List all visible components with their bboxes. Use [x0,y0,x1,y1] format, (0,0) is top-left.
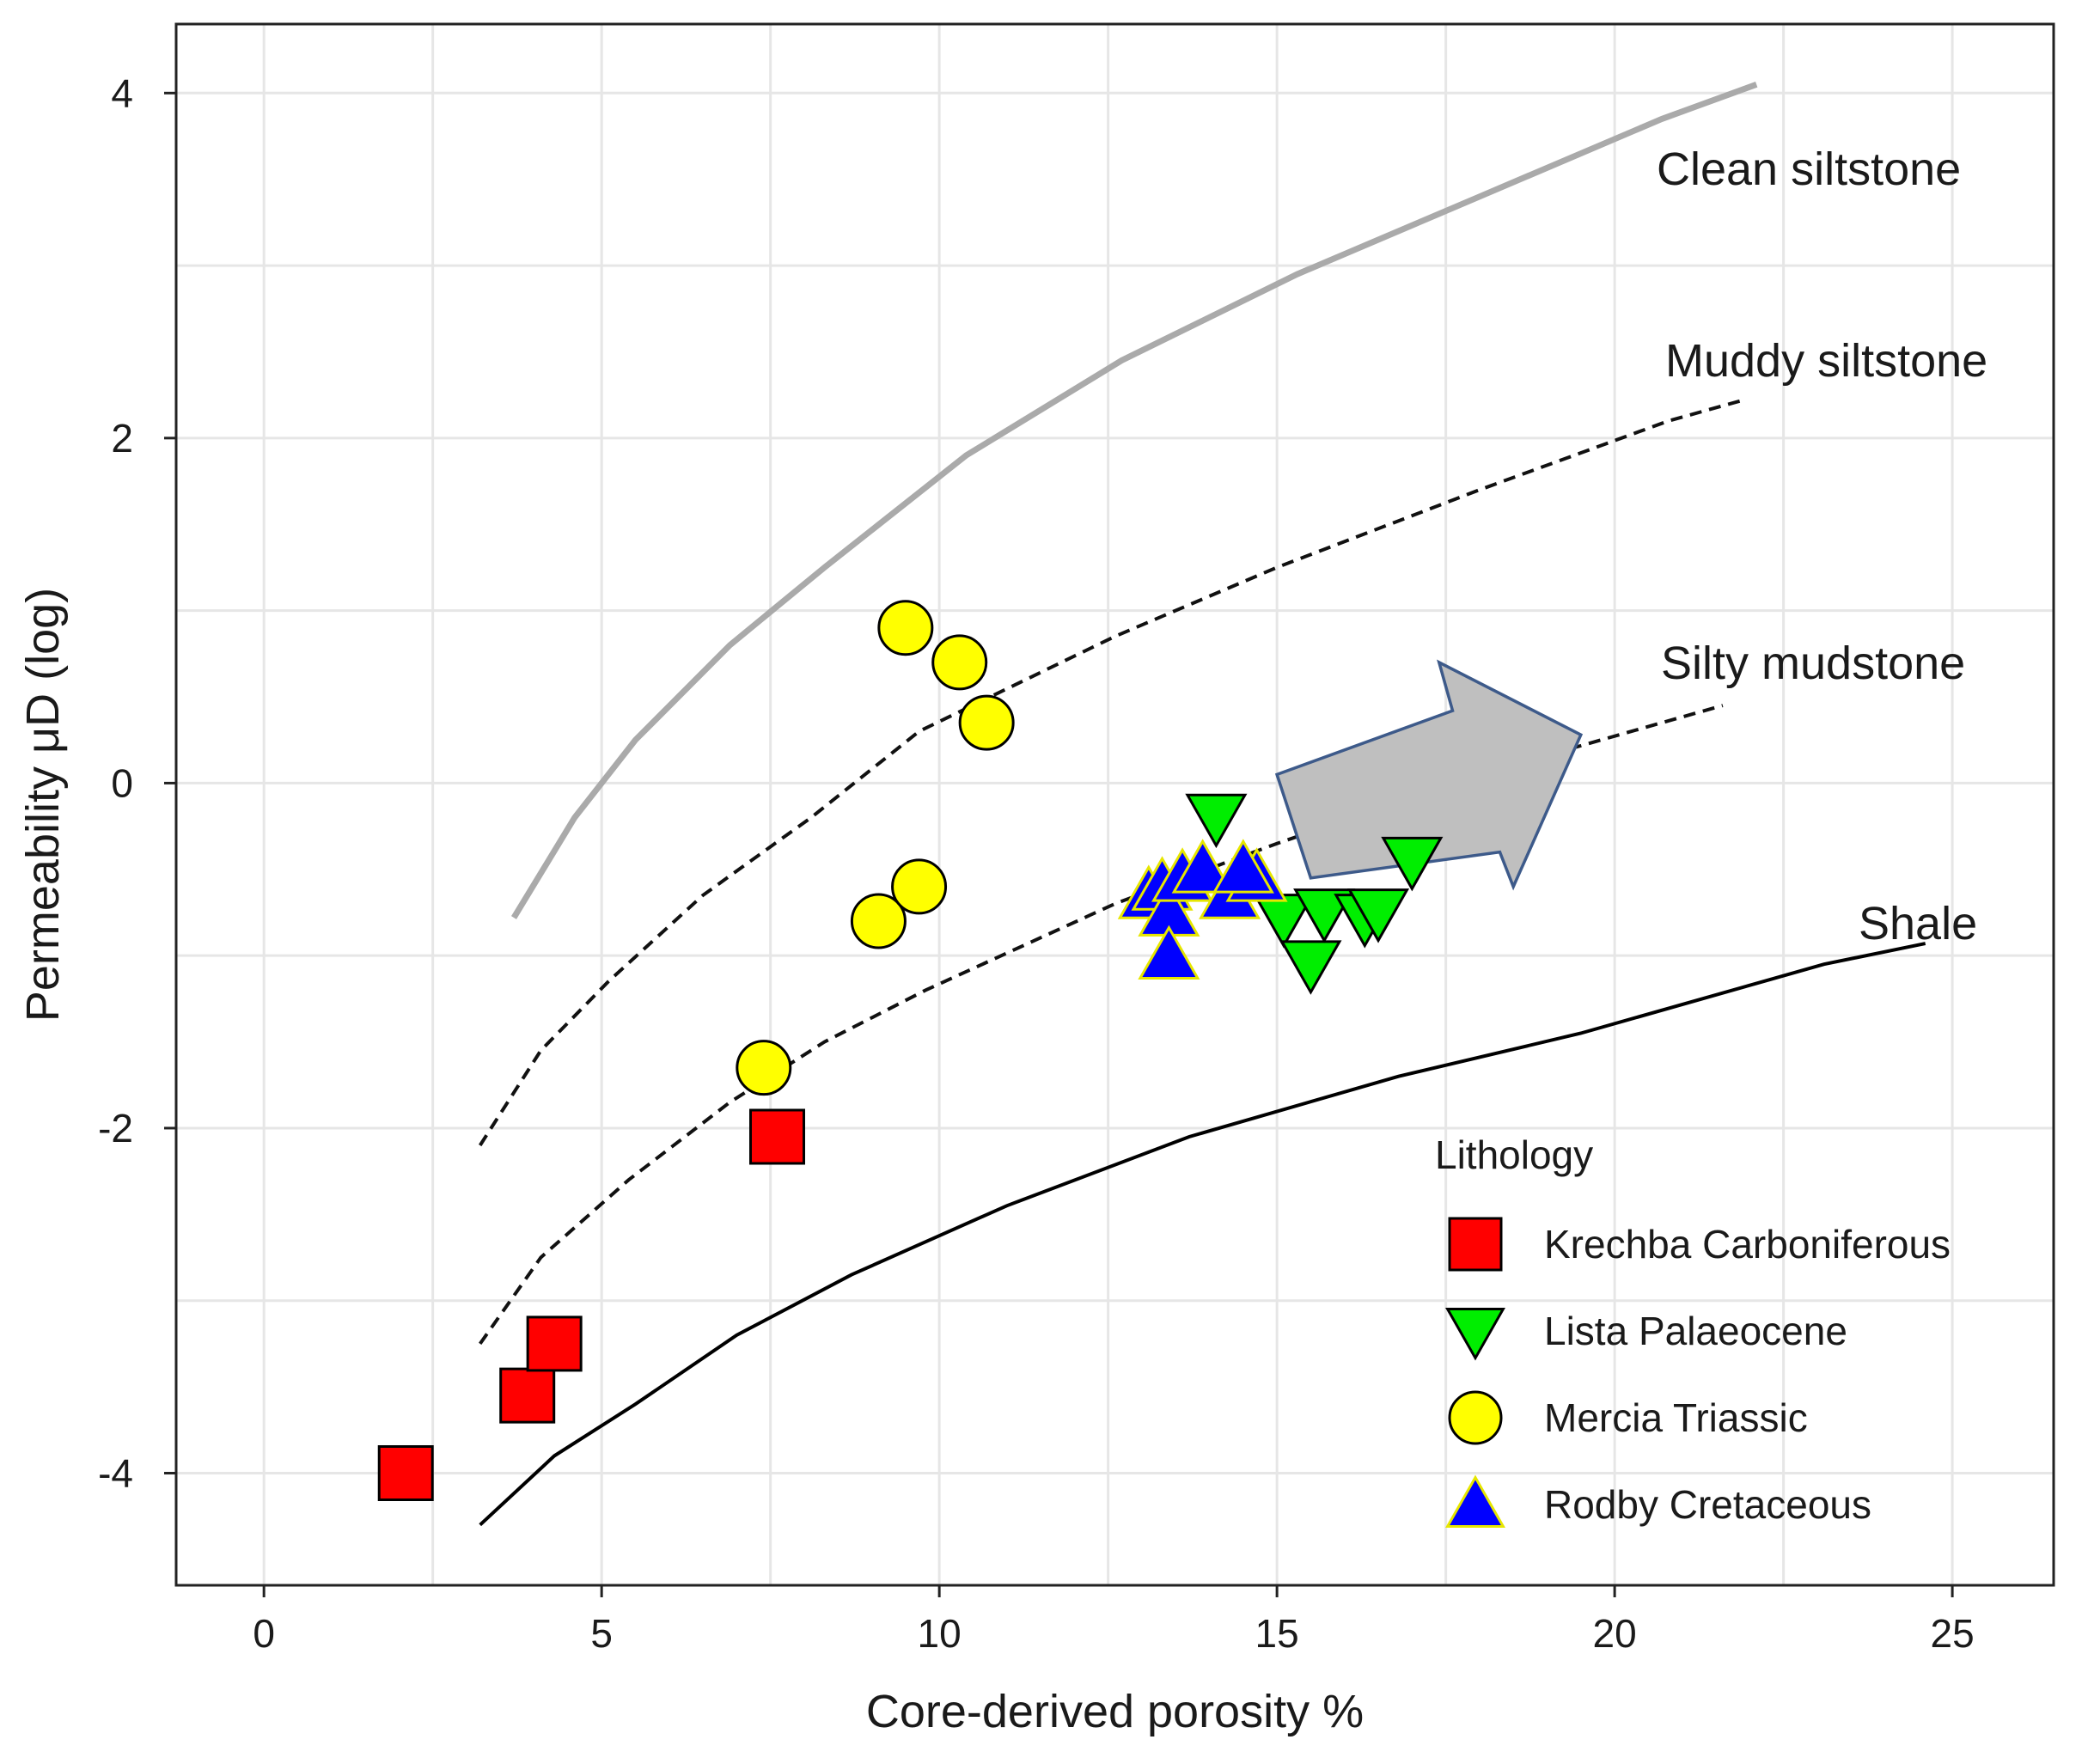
curve-clean-siltstone [511,82,1758,919]
data-point [1212,839,1274,894]
curve-label-silty-mudstone: Silty mudstone [1661,638,1965,689]
axes: 0 5 10 15 20 25 -4 -2 0 2 4 [98,70,1975,1656]
data-point [891,858,948,915]
data-point [1138,925,1200,980]
data-point [1346,888,1410,943]
y-tick-label: 2 [111,416,133,461]
series-rodby-cretaceous [1117,839,1288,980]
data-point [931,634,988,691]
y-tick-label: -4 [98,1450,133,1495]
x-tick-label: 5 [590,1611,613,1656]
data-point [1185,793,1248,849]
x-tick-label: 25 [1931,1611,1975,1656]
legend-marker [1448,1217,1503,1272]
x-tick-label: 10 [918,1611,962,1656]
data-point [1279,940,1342,995]
legend-title: Lithology [1435,1132,1593,1177]
data-point [1171,839,1234,894]
x-tick-label: 15 [1255,1611,1299,1656]
curve-shale [479,942,1926,1527]
legend-label: Lista Palaeocene [1544,1309,1847,1353]
y-axis-title: Permeability μD (log) [17,588,69,1022]
legend-label: Rodby Cretaceous [1544,1482,1871,1527]
series-krechba-carboniferous [377,1108,806,1501]
legend: Lithology Krechba Carboniferous Lista Pala… [1435,1132,1951,1528]
arrow-annotation [1274,659,1584,891]
data-point [1293,888,1356,943]
curve-label-clean-siltstone: Clean siltstone [1657,143,1961,195]
legend-marker [1445,1474,1505,1528]
block-arrow [1274,659,1584,891]
x-tick-label: 20 [1593,1611,1637,1656]
curve-labels: Clean siltstone Muddy siltstone Silty muds… [1657,143,1987,949]
x-axis-title: Core-derived porosity % [866,1686,1364,1737]
data-point [499,1367,556,1424]
curve-label-shale: Shale [1859,898,1977,949]
legend-label: Krechba Carboniferous [1544,1222,1951,1267]
series-lista-palaeocene [1185,793,1444,995]
legend-marker [1448,1390,1503,1445]
legend-label: Mercia Triassic [1544,1395,1808,1440]
plot-frame [174,22,2055,1587]
curve-label-muddy-siltstone: Muddy siltstone [1665,335,1987,387]
data-points [377,600,1444,1501]
data-point [958,694,1015,751]
data-point [877,600,934,656]
y-tick-label: -2 [98,1106,133,1151]
data-point [377,1444,434,1501]
curve-muddy-siltstone [479,398,1744,1147]
data-point [1381,836,1444,892]
x-tick-label: 0 [253,1611,275,1656]
series-mercia-triassic [736,600,1015,1096]
y-tick-label: 4 [111,70,133,115]
data-point [749,1108,806,1165]
data-point [736,1040,792,1096]
data-point [526,1315,583,1372]
y-tick-label: 0 [111,760,133,805]
legend-marker [1445,1308,1505,1361]
data-point [850,893,907,949]
